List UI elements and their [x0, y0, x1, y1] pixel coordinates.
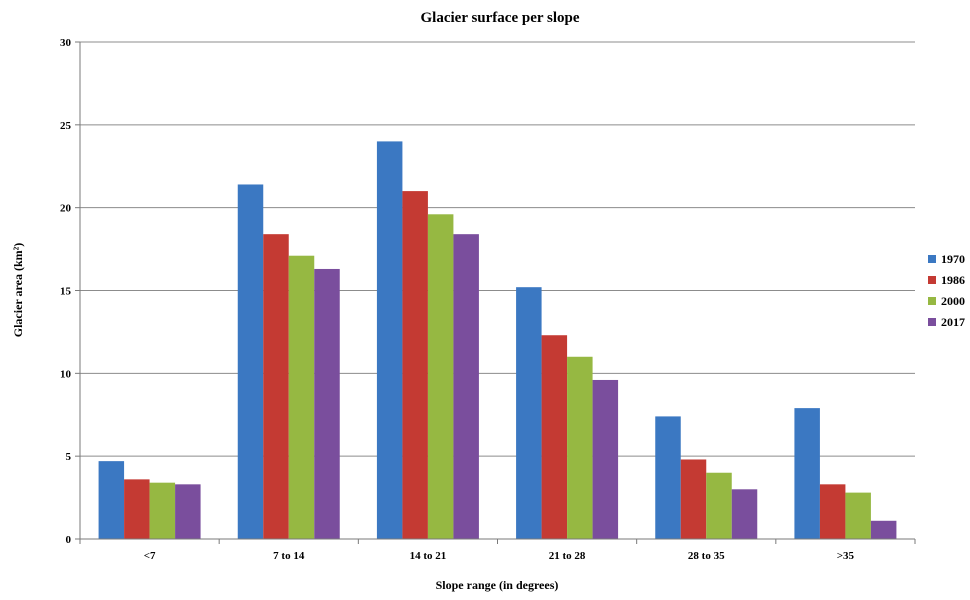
legend-label: 1986: [941, 273, 965, 287]
y-tick-labels: 0 5 10 15 20 25 30: [60, 37, 72, 546]
bar-1970: [376, 141, 403, 539]
x-tick-labels: <7 7 to 14 14 to 21 21 to 28 28 to 35 >35: [144, 550, 855, 562]
bar-1970: [237, 184, 264, 539]
legend-swatch: [928, 276, 936, 284]
legend-swatch: [928, 318, 936, 326]
x-axis-label: Slope range (in degrees): [436, 578, 559, 592]
bar-1986: [124, 479, 150, 539]
legend: 1970 1986 2000 2017: [928, 252, 965, 329]
bar-1970: [98, 461, 125, 539]
bar-1986: [680, 459, 707, 539]
bar-2017: [870, 520, 897, 539]
bar-2000: [567, 356, 593, 539]
legend-swatch: [928, 255, 936, 263]
legend-label: 2017: [941, 315, 965, 329]
bar-2017: [453, 234, 479, 539]
x-tick-label: >35: [837, 550, 855, 562]
legend-swatch: [928, 297, 936, 305]
bar-2000: [149, 482, 176, 539]
y-tick-label: 30: [60, 37, 72, 49]
y-tick-label: 10: [60, 368, 72, 380]
bar-2017: [731, 489, 758, 539]
bar-1970: [794, 408, 820, 539]
bar-1986: [819, 484, 846, 539]
x-tick-label: 14 to 21: [410, 550, 447, 562]
bars: [98, 141, 897, 539]
grid-lines: [80, 41, 915, 457]
bar-1986: [541, 335, 568, 539]
y-tick-label: 20: [60, 203, 72, 215]
bar-2000: [427, 214, 454, 539]
bar-2017: [175, 484, 201, 539]
y-tick-label: 15: [60, 286, 72, 298]
bar-2017: [314, 268, 340, 539]
y-tick-label: 5: [66, 451, 72, 463]
legend-label: 1970: [941, 252, 965, 266]
y-tick-label: 25: [60, 120, 72, 132]
bar-1970: [655, 416, 681, 539]
bar-2017: [592, 379, 619, 539]
chart-title: Glacier surface per slope: [421, 10, 580, 26]
bar-2000: [706, 472, 732, 539]
y-tick-label: 0: [66, 534, 72, 546]
bar-2000: [845, 492, 871, 539]
bar-1986: [263, 234, 289, 539]
x-tick-label: 28 to 35: [688, 550, 725, 562]
bar-1970: [516, 287, 542, 539]
bar-1986: [402, 191, 428, 539]
x-tick-label: <7: [144, 550, 156, 562]
x-tick-label: 21 to 28: [549, 550, 586, 562]
bar-2000: [288, 255, 315, 539]
y-axis-label: Glacier area (km²): [11, 243, 25, 337]
axes: [75, 41, 916, 544]
x-tick-label: 7 to 14: [273, 550, 305, 562]
legend-label: 2000: [941, 294, 965, 308]
